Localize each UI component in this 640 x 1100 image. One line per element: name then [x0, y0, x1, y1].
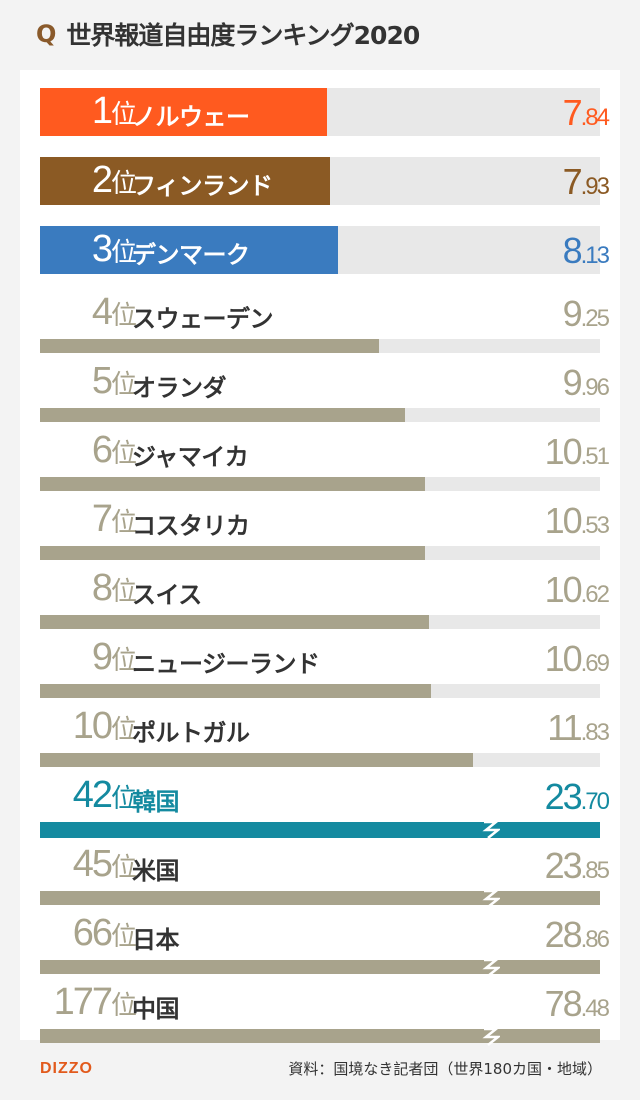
- bar-track: [431, 684, 600, 698]
- value-label: 10.62: [544, 569, 610, 610]
- bar-track: [472, 753, 600, 767]
- axis-break-icon: [482, 1027, 500, 1046]
- bar-track: [425, 546, 600, 560]
- bar-track: [378, 339, 600, 353]
- chart-panel: 1位 ノルウェー 7.84 2位 フィンランド 7.93 3位 デンマーク 8.13 4位 スウェー…: [20, 70, 620, 1046]
- country-label: スイス: [132, 581, 202, 609]
- rank-label: 7位: [91, 498, 137, 540]
- value-label: 23.70: [544, 776, 610, 817]
- country-label: ニュージーランド: [132, 650, 320, 678]
- rank-label: 45位: [72, 843, 137, 885]
- country-label: 韓国: [132, 788, 180, 816]
- value-label: 7.93: [562, 161, 610, 202]
- chart-row: 6位 ジャマイカ 10.51: [20, 429, 620, 497]
- country-label: デンマーク: [132, 241, 250, 269]
- value-label: 10.69: [544, 638, 610, 679]
- rank-label: 2位: [91, 159, 137, 201]
- bar: [40, 1029, 600, 1043]
- bar: [40, 753, 473, 767]
- chart-row: 1位 ノルウェー 7.84: [20, 86, 620, 152]
- value-label: 23.85: [544, 845, 610, 886]
- bar: [40, 546, 426, 560]
- chart-row: 9位 ニュージーランド 10.69: [20, 636, 620, 704]
- bar: [40, 226, 338, 274]
- rank-label: 10位: [72, 705, 137, 747]
- rank-label: 5位: [91, 360, 137, 402]
- value-label: 10.53: [544, 500, 610, 541]
- value-label: 9.25: [562, 293, 610, 334]
- bar: [40, 960, 600, 974]
- value-label: 78.48: [544, 983, 610, 1024]
- rank-label: 6位: [91, 429, 137, 471]
- bar-track: [424, 477, 600, 491]
- chart-row: 5位 オランダ 9.96: [20, 360, 620, 428]
- axis-break-icon: [482, 889, 500, 908]
- chart-row: 4位 スウェーデン 9.25: [20, 291, 620, 359]
- chart-row: 8位 スイス 10.62: [20, 567, 620, 635]
- value-label: 7.84: [562, 92, 610, 133]
- country-label: オランダ: [132, 374, 227, 402]
- country-label: 中国: [132, 995, 180, 1023]
- chart-row: 45位 米国 23.85: [20, 843, 620, 911]
- bar: [40, 822, 600, 838]
- country-label: コスタリカ: [132, 512, 250, 540]
- rank-label: 3位: [91, 228, 137, 270]
- axis-break-icon: [482, 958, 500, 977]
- country-label: ジャマイカ: [132, 443, 249, 471]
- q-icon: Q: [36, 20, 57, 48]
- country-label: 米国: [132, 857, 180, 885]
- country-label: フィンランド: [132, 172, 273, 200]
- rank-label: 1位: [91, 90, 137, 132]
- country-label: 日本: [132, 926, 180, 954]
- bar: [40, 891, 600, 905]
- chart-row: 7位 コスタリカ 10.53: [20, 498, 620, 566]
- value-label: 10.51: [544, 431, 610, 472]
- rank-label: 66位: [72, 912, 137, 954]
- bar: [40, 339, 379, 353]
- bar-track: [428, 615, 600, 629]
- chart-row: 10位 ポルトガル 11.83: [20, 705, 620, 773]
- value-label: 11.83: [547, 707, 610, 748]
- bar: [40, 88, 327, 136]
- chart-row: 66位 日本 28.86: [20, 912, 620, 980]
- value-label: 9.96: [562, 362, 610, 403]
- chart-title: Q 世界報道自由度ランキング2020: [36, 14, 420, 54]
- rank-label: 177位: [53, 981, 137, 1023]
- country-label: ポルトガル: [132, 719, 250, 747]
- rank-label: 42位: [72, 774, 137, 816]
- country-label: スウェーデン: [132, 305, 274, 333]
- bar-track: [404, 408, 600, 422]
- chart-row: 3位 デンマーク 8.13: [20, 224, 620, 290]
- bar: [40, 477, 425, 491]
- bar: [40, 615, 429, 629]
- bar: [40, 408, 405, 422]
- rank-label: 8位: [91, 567, 137, 609]
- page-title: 世界報道自由度ランキング2020: [66, 21, 420, 50]
- bar: [40, 157, 331, 205]
- axis-break-icon: [482, 820, 500, 839]
- rank-label: 4位: [91, 291, 137, 333]
- chart-row: 42位 韓国 23.70: [20, 774, 620, 842]
- rank-label: 9位: [91, 636, 137, 678]
- value-label: 8.13: [562, 230, 610, 271]
- chart-row: 177位 中国 78.48: [20, 981, 620, 1049]
- value-label: 28.86: [544, 914, 610, 955]
- brand-logo: DIZZO: [40, 1060, 93, 1077]
- chart-row: 2位 フィンランド 7.93: [20, 155, 620, 221]
- country-label: ノルウェー: [132, 103, 250, 131]
- source-note: 資料：国境なき記者団（世界180カ国・地域）: [288, 1060, 602, 1078]
- bar: [40, 684, 432, 698]
